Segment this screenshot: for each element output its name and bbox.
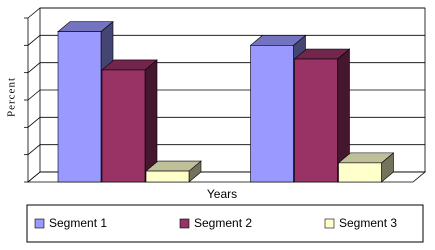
legend-swatch bbox=[324, 218, 335, 229]
bar bbox=[250, 45, 294, 183]
bar bbox=[338, 162, 382, 183]
bar bbox=[101, 69, 146, 183]
grid-line-side bbox=[27, 7, 41, 19]
grid-line-side bbox=[27, 144, 41, 155]
grid-line-side bbox=[27, 89, 41, 101]
x-axis-label: Years bbox=[207, 187, 237, 201]
bar bbox=[57, 31, 102, 183]
legend-label: Segment 3 bbox=[339, 216, 397, 230]
legend-swatch bbox=[34, 218, 45, 229]
bar bbox=[294, 58, 338, 183]
legend-swatch bbox=[179, 218, 190, 229]
legend-label: Segment 2 bbox=[194, 216, 252, 230]
grid-line-side bbox=[27, 62, 41, 73]
bar bbox=[145, 170, 190, 183]
grid-line-side bbox=[27, 171, 41, 183]
y-axis-label: Percent bbox=[6, 77, 18, 117]
legend-box bbox=[26, 204, 424, 243]
grid-line-side bbox=[27, 35, 41, 46]
grid-line-side bbox=[27, 117, 41, 128]
legend-label: Segment 1 bbox=[49, 216, 107, 230]
